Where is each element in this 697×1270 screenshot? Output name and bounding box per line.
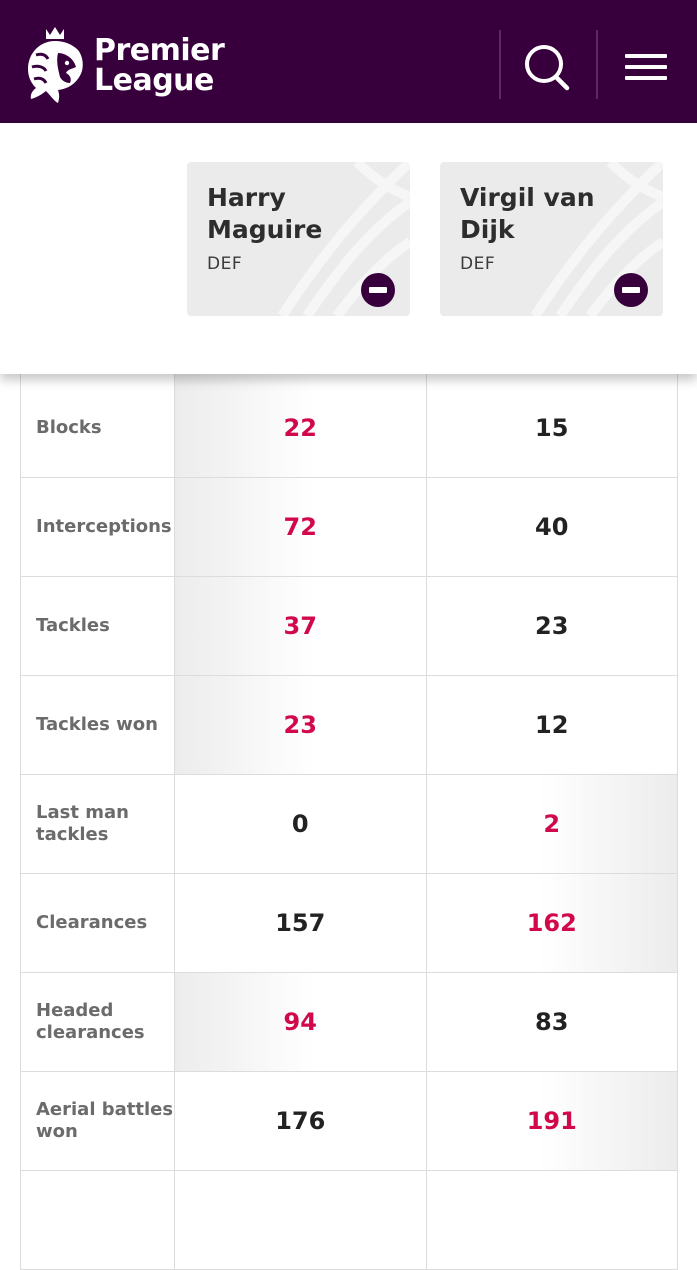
player-name: Virgil van Dijk [460,183,595,244]
stat-row-interceptions: Interceptions 72 40 [21,478,677,577]
stat-row-last-man-tackles: Last man tackles 0 2 [21,775,677,874]
site-header: Premier League [0,0,697,123]
stat-row-partial [21,1171,677,1270]
player-card[interactable]: Harry Maguire DEF [187,162,410,316]
player2-stat-value: 12 [535,711,569,739]
stat-row-clearances: Clearances 157 162 [21,874,677,973]
stat-label: Aerial battles won [21,1072,175,1170]
player-compare-bar: Harry Maguire DEF Virgil van Dijk DEF [0,123,697,374]
hamburger-menu-icon[interactable] [622,50,670,84]
stat-label: Tackles [21,577,175,675]
player1-stat-value: 0 [175,775,427,873]
player1-stat-value: 23 [175,676,427,774]
player1-stat-value [175,1171,427,1269]
stat-label: Tackles won [21,676,175,774]
brand-line-2: League [94,63,214,98]
stat-row-aerial-battles-won: Aerial battles won 176 191 [21,1072,677,1171]
stat-label: Headed clearances [21,973,175,1071]
stat-label: Blocks [21,370,175,477]
stat-label: Last man tackles [21,775,175,873]
player1-stat-value: 94 [175,973,427,1071]
card-pattern [530,162,663,316]
premier-league-lion-icon[interactable] [22,25,88,105]
brand-wordmark[interactable]: Premier League [94,33,225,98]
stat-label: Interceptions [21,478,175,576]
player2-stat-value: 2 [426,775,677,873]
stat-label [21,1171,175,1269]
player2-stat-value [427,1171,678,1269]
player1-stat-value: 37 [175,577,427,675]
stats-table: Blocks 22 15 Interceptions 72 40 Tackles… [20,370,678,1270]
player2-stat-value: 40 [535,513,569,541]
remove-player-icon[interactable] [613,272,649,308]
player2-stat-value: 15 [535,414,569,442]
player-card[interactable]: Virgil van Dijk DEF [440,162,663,316]
stat-row-tackles: Tackles 37 23 [21,577,677,676]
player-position: DEF [207,254,243,274]
header-divider [499,30,501,99]
player1-stat-value: 157 [175,874,427,972]
stat-row-headed-clearances: Headed clearances 94 83 [21,973,677,1072]
remove-player-icon[interactable] [360,272,396,308]
stat-row-blocks: Blocks 22 15 [21,370,677,478]
player-position: DEF [460,254,496,274]
player1-stat-value: 176 [175,1072,427,1170]
player2-stat-value: 191 [426,1072,677,1170]
player1-stat-value: 72 [175,478,427,576]
player2-stat-value: 83 [535,1008,569,1036]
player2-stat-value: 162 [426,874,677,972]
brand-line-1: Premier [94,33,225,68]
player2-stat-value: 23 [535,612,569,640]
player1-stat-value: 22 [175,370,427,477]
player-name: Harry Maguire [207,183,323,244]
header-divider [596,30,598,99]
stat-label: Clearances [21,874,175,972]
stat-row-tackles-won: Tackles won 23 12 [21,676,677,775]
search-icon[interactable] [520,40,572,92]
card-pattern [277,162,410,316]
